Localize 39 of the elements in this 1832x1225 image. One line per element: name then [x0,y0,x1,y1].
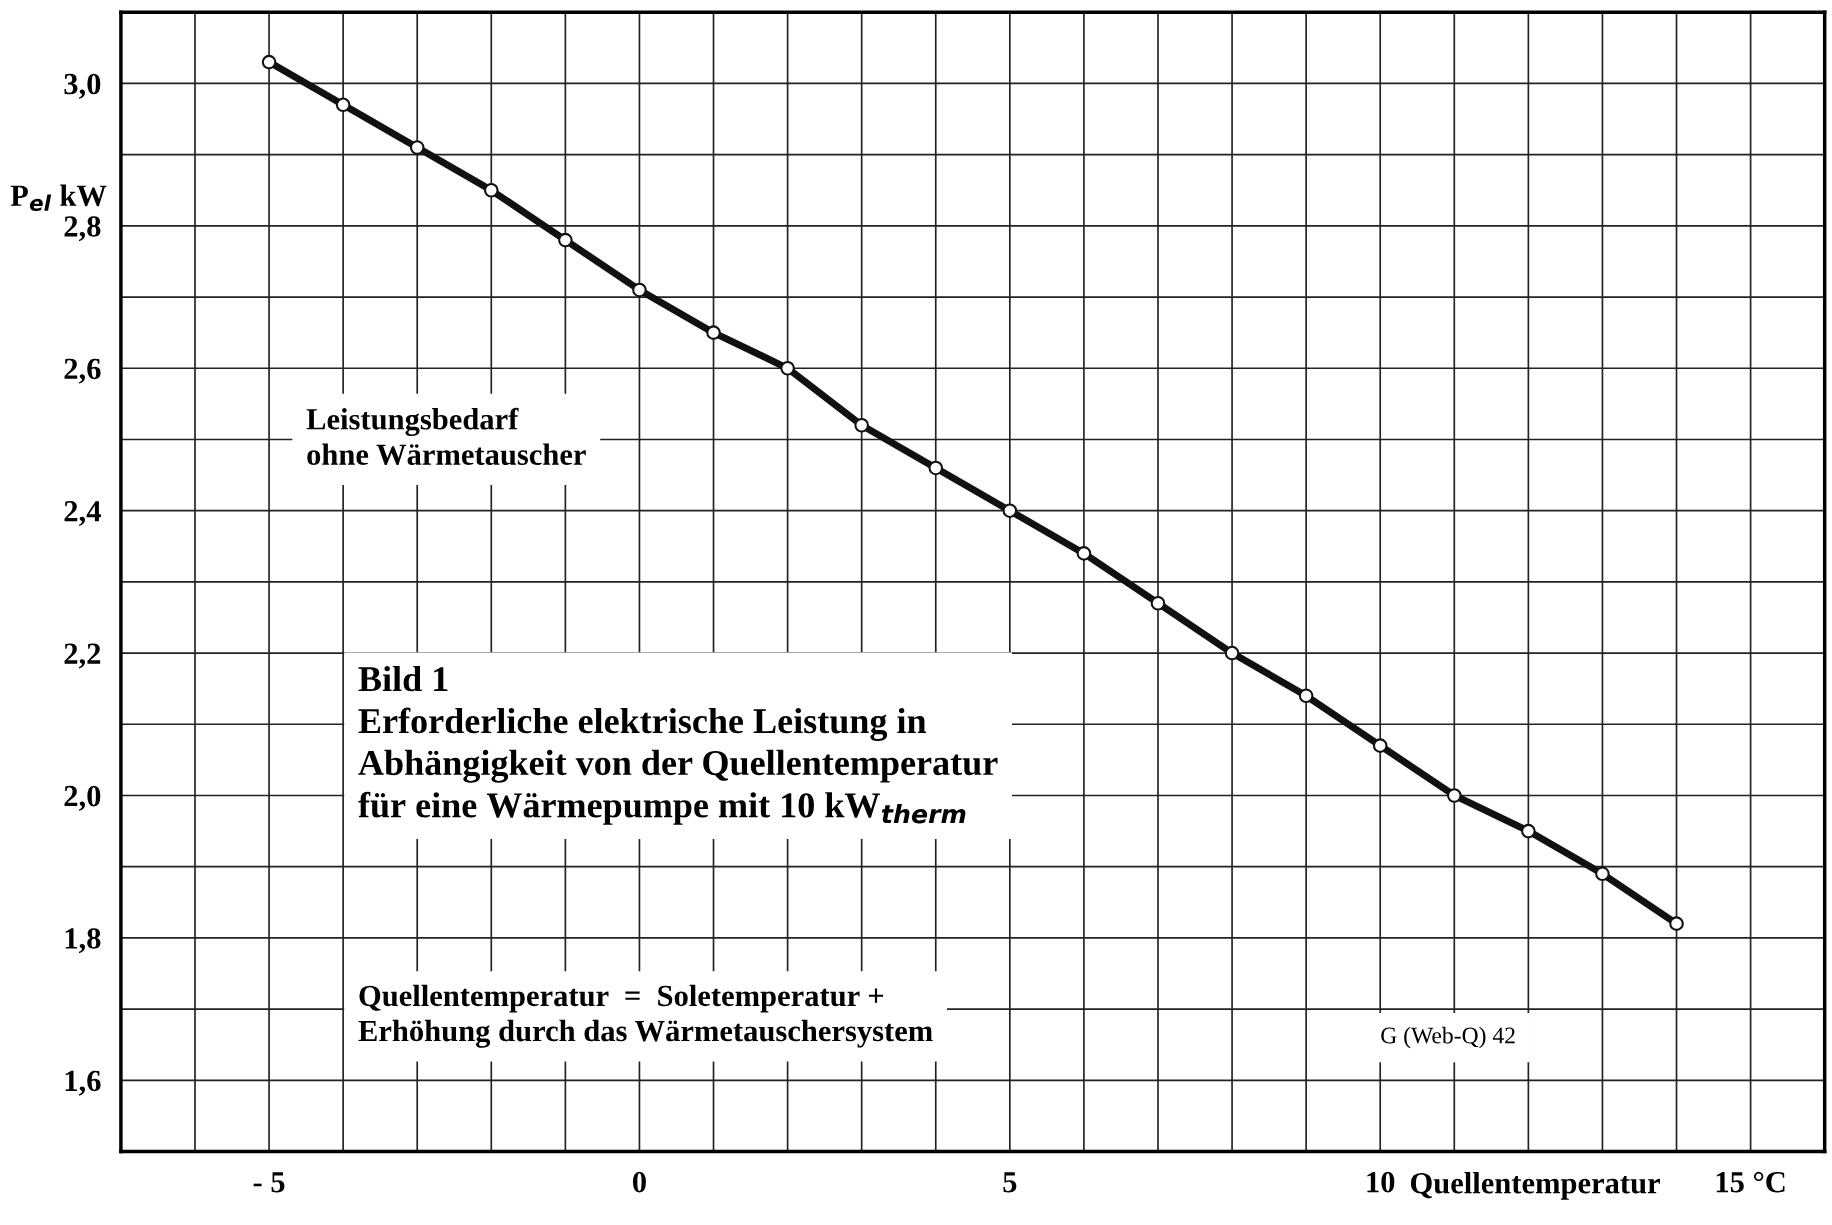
point [1150,595,1166,611]
point [1002,503,1018,518]
point [706,325,721,340]
y-axis-title: P$_{el}$ kW [10,184,107,212]
y-tick-label: 2,2 [64,643,101,669]
point [261,54,277,70]
point [484,182,499,198]
x-tick-label: 15 °C [1716,1171,1785,1193]
point [409,140,425,155]
point [1669,916,1684,931]
y-tick-label: 2,4 [64,501,101,526]
point [1447,788,1462,803]
annotation: Leistungsbedarf ohne Wärmetauscher [306,407,586,466]
y-tick-label: 2,6 [64,358,101,384]
point [1298,688,1314,704]
y-tick-label: 2,8 [64,216,101,242]
y-tick-label: 3,0 [64,73,101,99]
y-tick-label: 1,6 [65,1070,101,1096]
point [558,232,573,248]
point [780,360,795,376]
x-tick-label: 5 [1003,1172,1017,1193]
x-tick-label: - 5 [253,1172,285,1193]
point [1595,866,1610,882]
y-tick-label: 2,0 [64,785,101,811]
point [1521,823,1536,839]
point [1224,645,1240,661]
x-tick-label: 10 [1367,1171,1395,1193]
x-axis-title: Quellentemperatur [1410,1172,1660,1200]
point [1076,546,1092,561]
x-tick-label: 0 [632,1171,646,1193]
point [335,97,351,113]
annotation: G (Web-Q) 42 [1381,1026,1515,1049]
y-tick-label: 1,8 [65,928,101,954]
point [854,417,869,433]
point [1372,738,1388,753]
annotation: Quellentemperatur = Soletemperatur + Erhöhung durch das Wärmetauschersystem [358,984,933,1048]
point [632,282,647,298]
annotation: Bild 1 Erforderliche elektrische Leistung in Abhängigkeit von der Quellentemperatur für eine Wärmepumpe mit 10 kW$_{therm}$ [358,665,998,825]
point [928,460,944,476]
